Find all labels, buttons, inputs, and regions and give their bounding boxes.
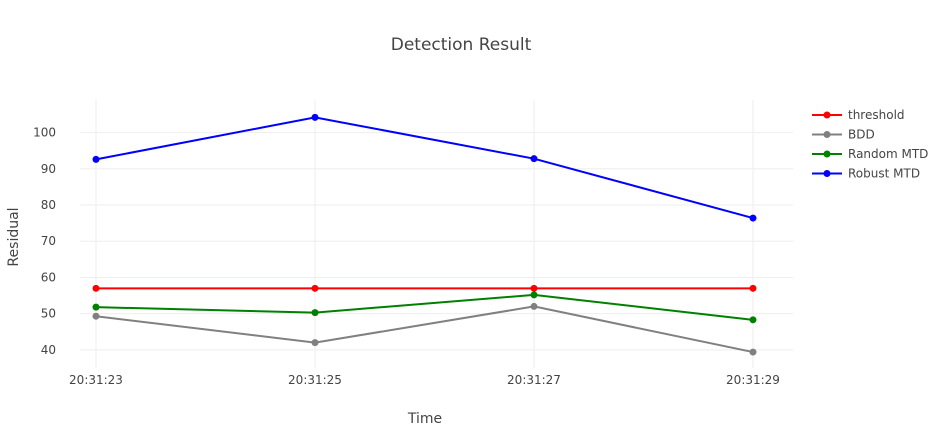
plot-area <box>92 113 757 356</box>
legend-swatch-marker <box>823 170 831 177</box>
series-point <box>92 155 100 163</box>
y-axis-title: Residual <box>6 207 22 266</box>
series-point <box>92 284 100 292</box>
y-tick-label: 100 <box>33 126 56 140</box>
x-tick-label: 20:31:23 <box>69 373 123 387</box>
series-point <box>311 113 319 121</box>
series-point <box>749 348 757 356</box>
legend-item[interactable]: Robust MTD <box>812 167 920 181</box>
series-point <box>530 291 538 299</box>
chart-title: Detection Result <box>391 35 532 55</box>
y-tick-label: 90 <box>41 162 56 176</box>
series-point <box>749 284 757 292</box>
legend-swatch-marker <box>823 111 831 119</box>
series-line <box>95 305 754 354</box>
x-axis-title: Time <box>407 411 442 427</box>
series-point <box>311 309 319 317</box>
series-point <box>530 284 538 292</box>
y-tick-label: 60 <box>41 270 56 284</box>
x-tick-label: 20:31:25 <box>288 373 342 387</box>
y-tick-labels: 40 50 60 70 80 90 100 <box>33 126 56 357</box>
legend-item[interactable]: BDD <box>812 128 875 142</box>
series-point <box>311 284 319 292</box>
series-point <box>530 302 538 310</box>
series-line <box>95 116 754 220</box>
x-tick-label: 20:31:29 <box>726 373 780 387</box>
x-gridlines <box>95 100 754 368</box>
y-tick-label: 40 <box>41 343 56 357</box>
series-point <box>749 214 757 222</box>
series-point <box>92 303 100 311</box>
legend-swatch-marker <box>823 131 831 138</box>
legend-label: Random MTD <box>848 147 928 161</box>
y-gridlines <box>80 132 793 351</box>
legend-item[interactable]: threshold <box>812 108 905 122</box>
legend-label: Robust MTD <box>848 167 920 181</box>
legend: threshold BDD Random MTD Robust MTD <box>812 108 928 181</box>
y-tick-label: 80 <box>41 198 56 212</box>
series-point <box>749 316 757 324</box>
series-point <box>311 339 319 347</box>
legend-item[interactable]: Random MTD <box>812 147 928 161</box>
x-tick-label: 20:31:27 <box>507 373 561 387</box>
y-tick-label: 50 <box>41 307 56 321</box>
x-tick-labels: 20:31:23 20:31:25 20:31:27 20:31:29 <box>69 373 780 387</box>
series-line <box>95 293 754 321</box>
legend-label: threshold <box>848 108 905 122</box>
y-tick-label: 70 <box>41 234 56 248</box>
series-point <box>530 155 538 163</box>
legend-swatch-marker <box>823 150 831 158</box>
legend-label: BDD <box>848 128 875 142</box>
series-point <box>92 312 100 320</box>
